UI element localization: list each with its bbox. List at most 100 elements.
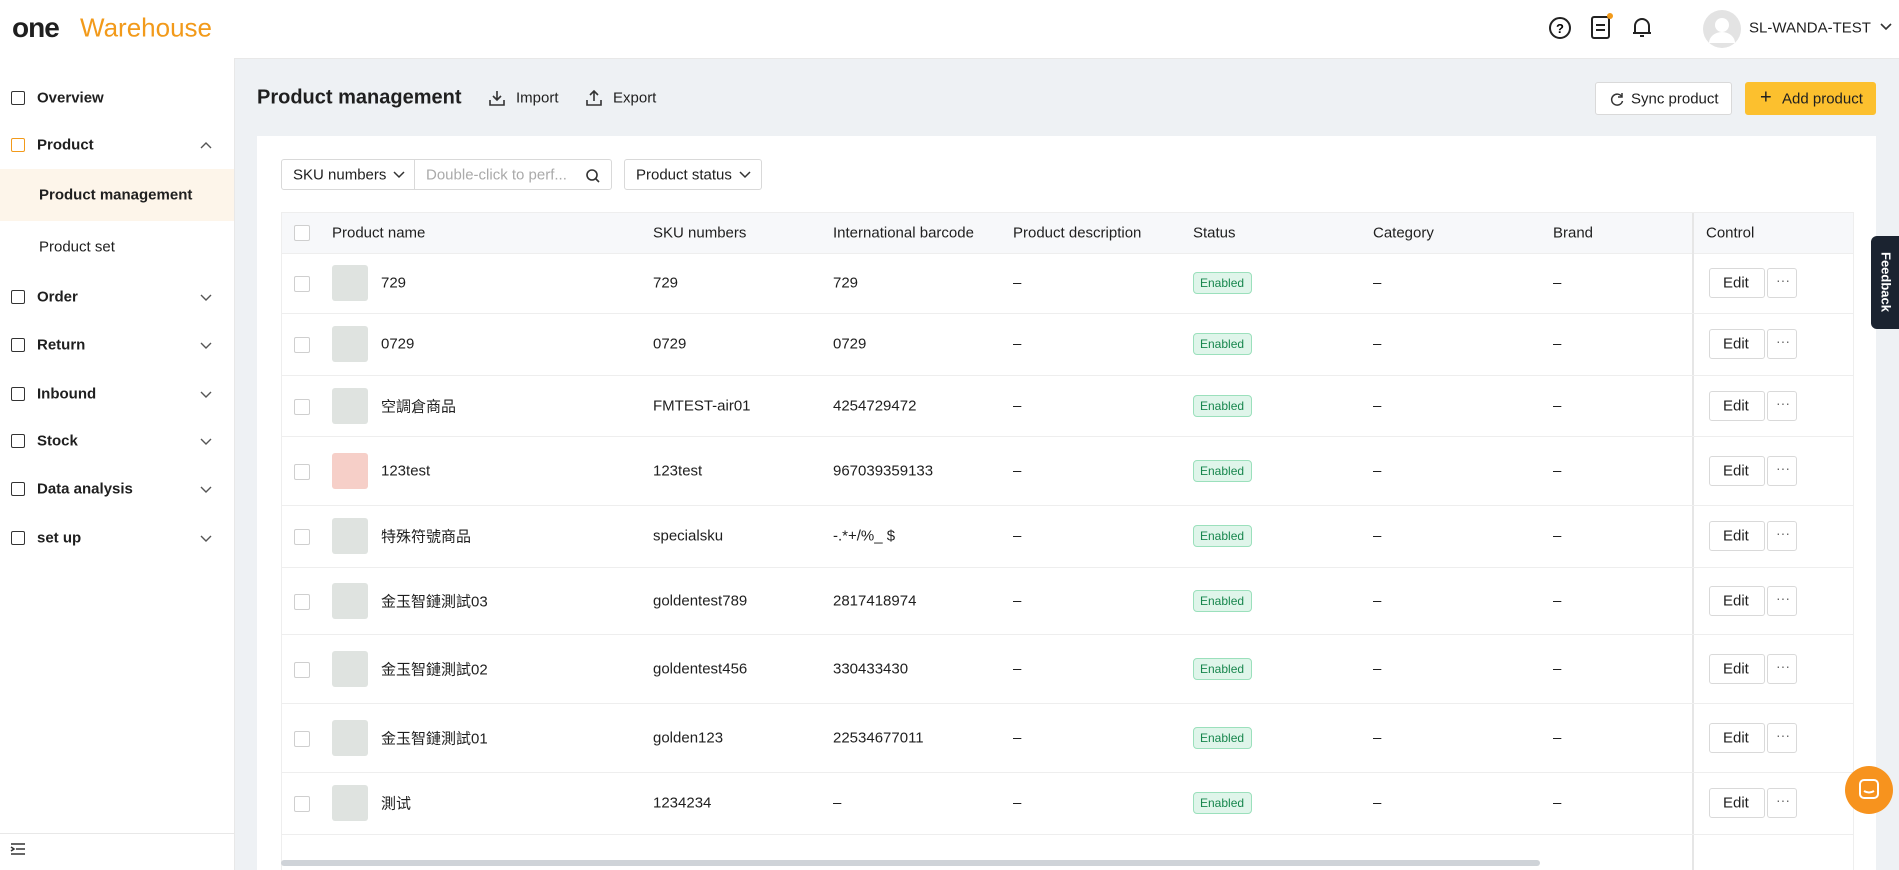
column-header: International barcode [833,224,974,242]
edit-label: Edit [1723,274,1749,292]
status-badge: Enabled [1193,272,1253,294]
import-icon[interactable] [488,89,506,107]
submenu-item[interactable]: Product set [0,221,234,273]
table-row: 金玉智鏈測試03 goldentest789 2817418974 – Enabled –… [282,567,1853,635]
column-header: Status [1193,224,1236,242]
user-chevron[interactable] [1879,22,1893,32]
menu-item[interactable]: Order [0,277,234,317]
more-button[interactable]: ··· [1767,653,1797,684]
edit-button[interactable]: Edit [1709,653,1765,684]
more-button[interactable]: ··· [1767,585,1797,616]
menu-label: Overview [37,89,104,107]
menu-item[interactable]: set up [0,518,234,558]
table-cell: – [1013,335,1022,353]
row-checkbox[interactable] [294,593,310,610]
submenu-item[interactable]: Product management [0,169,234,221]
row-checkbox[interactable] [294,398,310,415]
menu-item[interactable]: Return [0,325,234,365]
edit-button[interactable]: Edit [1709,268,1765,298]
more-dots: ··· [1776,657,1790,674]
row-checkbox[interactable] [294,661,310,678]
table-cell: – [1013,462,1022,479]
table-cell: – [1013,592,1022,609]
edit-button[interactable]: Edit [1709,390,1765,421]
row-checkbox[interactable] [294,463,310,480]
column-header: Product name [332,224,426,242]
menu-item[interactable]: Data analysis [0,469,234,509]
more-dots: ··· [1776,459,1790,476]
more-button[interactable]: ··· [1767,521,1797,551]
scrollbar[interactable] [281,860,1540,866]
edit-label: Edit [1723,527,1749,545]
menu-item[interactable]: Stock [0,421,234,461]
status-select[interactable]: Product status [624,159,762,190]
sidebar-divider [0,833,234,834]
status-badge: Enabled [1193,394,1253,417]
avatar[interactable] [1703,10,1741,48]
row-checkbox[interactable] [294,796,310,812]
feedback-tab[interactable]: Feedback [1871,236,1899,329]
menu-icon [11,91,25,105]
status-select-label: Product status [636,166,732,184]
chat-button[interactable] [1845,766,1893,814]
row-checkbox[interactable] [294,730,310,747]
edit-button[interactable]: Edit [1709,722,1765,753]
product-thumbnail [332,326,368,362]
search-input[interactable]: Double-click to perf... [414,159,612,190]
submenu-label: Product set [39,238,115,256]
table-cell: – [1373,527,1382,545]
table-row: 729 729 729 – Enabled – – Edit ··· [282,253,1853,314]
menu-item[interactable]: Overview [0,78,234,118]
search-icon[interactable] [585,168,601,184]
menu-icon [11,338,25,352]
bell-icon[interactable] [1630,16,1654,40]
menu-chevron [200,142,212,149]
table-row: 金玉智鏈測試02 goldentest456 330433430 – Enabled – –… [282,634,1853,704]
more-button[interactable]: ··· [1767,788,1797,818]
collapse-icon[interactable] [10,841,26,857]
add-product-button[interactable]: + Add product [1745,82,1876,115]
edit-button[interactable]: Edit [1709,521,1765,551]
sync-label: Sync product [1631,90,1719,108]
more-button[interactable]: ··· [1767,455,1797,486]
more-button[interactable]: ··· [1767,329,1797,359]
select-all-checkbox[interactable] [294,225,310,241]
sku-select[interactable]: SKU numbers [281,159,415,190]
edit-button[interactable]: Edit [1709,788,1765,818]
more-button[interactable]: ··· [1767,268,1797,298]
more-button[interactable]: ··· [1767,390,1797,421]
edit-label: Edit [1723,335,1749,353]
help-icon[interactable]: ? [1548,16,1572,40]
row-checkbox[interactable] [294,337,310,353]
row-checkbox[interactable] [294,276,310,292]
menu-item[interactable]: Inbound [0,374,234,414]
edit-button[interactable]: Edit [1709,585,1765,616]
row-checkbox[interactable] [294,529,310,545]
chevron [393,171,405,179]
menu-label: Data analysis [37,480,133,498]
menu-item[interactable]: Product [0,125,234,165]
column-header: Control [1706,224,1755,242]
sync-button[interactable]: Sync product [1595,82,1732,115]
table-header: Product name SKU numbers International bar… [282,213,1853,254]
user-name[interactable]: SL-WANDA-TEST [1749,19,1871,37]
table-cell: – [1553,794,1562,812]
table-cell: 4254729472 [833,397,917,414]
product-name: 金玉智鏈測試02 [381,661,488,678]
menu-chevron [200,391,212,398]
edit-label: Edit [1723,397,1749,414]
menu-chevron [200,486,212,493]
menu-label: Inbound [37,385,97,403]
edit-button[interactable]: Edit [1709,329,1765,359]
tasks-icon[interactable] [1589,12,1615,40]
more-button[interactable]: ··· [1767,722,1797,753]
import-button[interactable]: Import [516,89,559,107]
export-button[interactable]: Export [613,89,657,107]
product-name: 特殊符號商品 [381,528,472,546]
column-header: SKU numbers [653,224,747,242]
edit-button[interactable]: Edit [1709,455,1765,486]
table-cell: – [1373,462,1382,479]
sync-icon [1610,93,1624,106]
export-icon[interactable] [585,89,603,107]
